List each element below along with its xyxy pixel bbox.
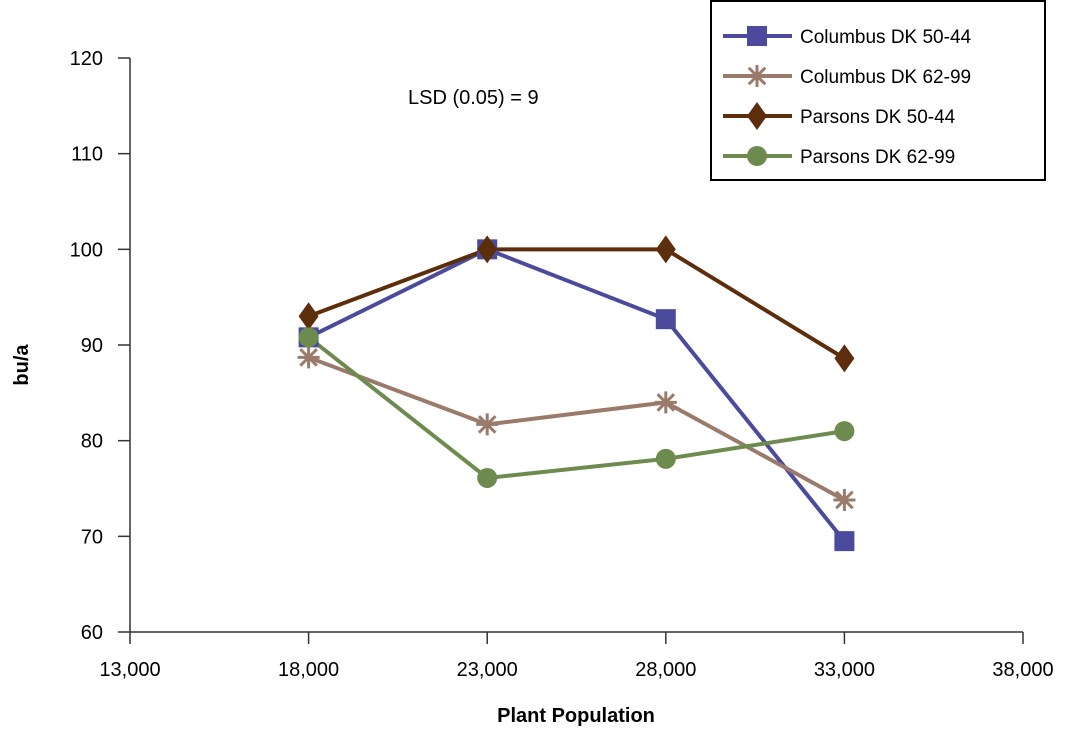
legend-marker <box>747 102 767 130</box>
x-tick-label: 23,000 <box>457 659 518 681</box>
x-tick-label: 33,000 <box>814 659 875 681</box>
data-point-series-4 <box>834 421 855 442</box>
y-tick-label: 60 <box>81 622 103 644</box>
legend-marker <box>747 146 767 166</box>
legend-item: Parsons DK 50-44 <box>723 102 956 130</box>
y-tick-label: 90 <box>81 335 103 357</box>
y-tick-label: 70 <box>81 526 103 548</box>
series-line-1 <box>307 247 846 543</box>
data-point-series-3 <box>834 344 855 373</box>
axes: 60 70 80 90 100 110 120 13,000 18,000 23,000 28,00… <box>70 48 1054 681</box>
data-point-series-3 <box>655 235 676 264</box>
data-point-series-4 <box>298 327 319 348</box>
y-tick-label: 80 <box>81 431 103 453</box>
y-axis-title: bu/a <box>11 344 33 386</box>
data-point-series-3 <box>298 302 319 331</box>
legend-label: Columbus DK 50-44 <box>800 27 972 48</box>
legend-label: Columbus DK 62-99 <box>800 67 971 88</box>
x-tick-label: 38,000 <box>992 659 1053 681</box>
lsd-annotation: LSD (0.05) = 9 <box>408 87 539 109</box>
data-point-series-2 <box>476 413 499 436</box>
series-line-4 <box>307 335 845 480</box>
legend-label: Parsons DK 50-44 <box>800 107 956 128</box>
data-point-series-1 <box>655 309 676 330</box>
x-tick-label: 28,000 <box>635 659 696 681</box>
y-tick-label: 100 <box>70 239 103 261</box>
y-tick-label: 110 <box>71 144 103 166</box>
x-axis-title: Plant Population <box>497 705 655 727</box>
data-point-series-2 <box>833 488 856 511</box>
series-line-3 <box>307 247 846 361</box>
legend-label: Parsons DK 62-99 <box>800 147 955 168</box>
x-tick-label: 13,000 <box>99 659 160 681</box>
series-layer <box>297 235 856 552</box>
data-point-series-2 <box>654 391 677 414</box>
legend-item: Columbus DK 62-99 <box>723 65 971 88</box>
data-point-series-1 <box>834 531 855 552</box>
y-tick-label: 120 <box>70 48 103 70</box>
series-line-2 <box>307 355 846 502</box>
legend-marker <box>747 26 767 46</box>
data-point-series-2 <box>297 346 320 369</box>
legend-item: Parsons DK 62-99 <box>723 146 955 168</box>
data-point-series-4 <box>477 467 498 488</box>
legend-item: Columbus DK 50-44 <box>723 26 972 48</box>
x-tick-label: 18,000 <box>278 659 339 681</box>
data-point-series-4 <box>655 448 676 469</box>
data-point-series-3 <box>477 235 498 264</box>
legend-marker <box>746 65 768 87</box>
legend: Columbus DK 50-44 Columbus DK 62-99 Parson… <box>710 0 1046 181</box>
